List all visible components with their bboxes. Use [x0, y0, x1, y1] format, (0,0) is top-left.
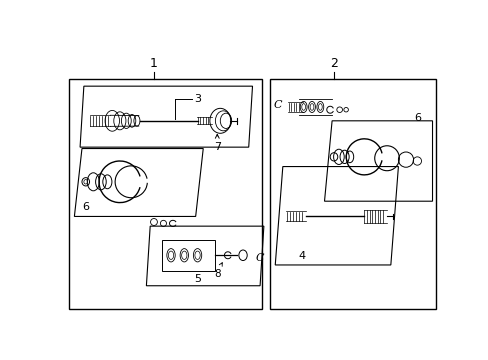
Text: 2: 2 [329, 57, 337, 69]
Text: C: C [255, 253, 264, 263]
Text: C: C [273, 100, 282, 110]
Text: 4: 4 [298, 251, 305, 261]
Text: 1: 1 [150, 57, 158, 69]
Text: 5: 5 [194, 274, 201, 284]
Text: 6: 6 [82, 202, 89, 212]
Text: 7: 7 [213, 141, 221, 152]
Bar [269, 79, 435, 309]
Text: 3: 3 [193, 94, 201, 104]
Bar [68, 79, 262, 309]
Text: 8: 8 [214, 269, 221, 279]
Text: 6: 6 [413, 113, 420, 123]
